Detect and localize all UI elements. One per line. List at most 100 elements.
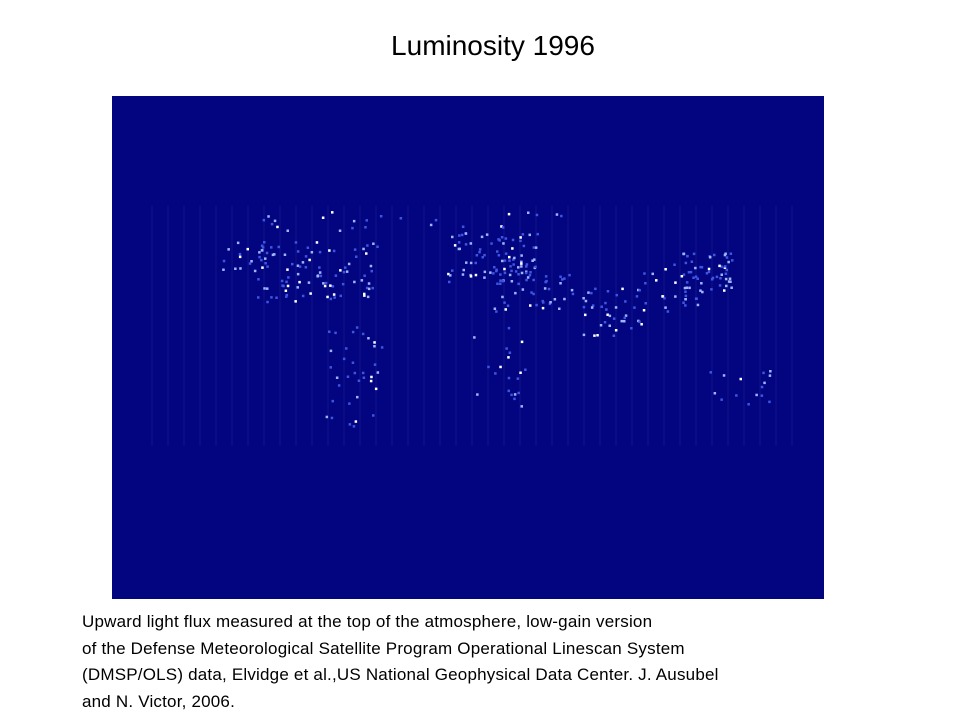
city-light	[344, 266, 347, 269]
city-light	[690, 260, 694, 263]
city-light	[535, 213, 539, 217]
city-light	[682, 252, 686, 256]
city-light	[361, 332, 365, 336]
city-light	[514, 291, 517, 295]
city-light	[530, 291, 533, 294]
city-light	[286, 229, 289, 232]
caption-line: and N. Victor, 2006.	[82, 691, 236, 711]
city-light	[642, 309, 646, 312]
city-light	[319, 274, 323, 278]
city-light	[594, 287, 597, 291]
city-light	[608, 314, 612, 318]
city-light	[453, 244, 457, 247]
city-light	[694, 275, 698, 278]
city-light	[727, 260, 730, 264]
city-light	[582, 297, 585, 300]
city-light	[638, 289, 641, 292]
city-light	[535, 303, 538, 307]
city-light	[270, 222, 274, 226]
city-light	[363, 294, 366, 297]
city-light	[365, 252, 368, 255]
city-light	[763, 381, 766, 385]
city-light	[514, 270, 518, 273]
city-light	[498, 239, 501, 242]
city-light	[769, 370, 772, 373]
city-light	[499, 273, 502, 276]
city-light	[360, 279, 364, 282]
city-light	[747, 403, 750, 406]
city-light	[560, 214, 563, 218]
city-light	[458, 234, 461, 237]
city-light	[351, 361, 355, 364]
city-light	[584, 313, 587, 317]
city-light	[376, 371, 380, 374]
city-light	[739, 377, 742, 381]
city-light	[296, 272, 300, 276]
city-light	[264, 257, 267, 260]
city-light	[291, 262, 294, 266]
city-light	[239, 267, 242, 270]
city-light	[301, 294, 305, 298]
city-light	[501, 295, 504, 299]
city-light	[265, 251, 269, 255]
city-light	[277, 245, 280, 249]
city-light	[673, 263, 676, 266]
city-light	[519, 371, 522, 374]
city-light	[762, 371, 765, 375]
city-light	[310, 251, 314, 254]
city-light	[707, 267, 711, 271]
city-light	[253, 269, 257, 273]
city-light	[448, 280, 451, 284]
city-light	[699, 289, 702, 292]
city-light	[719, 277, 722, 280]
city-light	[324, 281, 328, 285]
city-light	[582, 305, 586, 309]
city-light	[353, 248, 357, 251]
city-light	[399, 217, 403, 220]
caption-line: of the Defense Meteorological Satellite …	[82, 638, 685, 658]
city-light	[499, 282, 502, 285]
city-light	[371, 286, 374, 290]
city-light	[529, 271, 532, 274]
night-lights-map	[112, 96, 824, 599]
city-light	[510, 280, 514, 283]
city-light	[469, 242, 473, 245]
city-light	[331, 399, 334, 403]
city-light	[345, 270, 349, 273]
city-light	[509, 265, 512, 268]
city-light	[502, 242, 505, 245]
city-light	[694, 266, 697, 270]
city-light	[326, 295, 329, 299]
city-light	[501, 279, 505, 283]
city-light	[571, 292, 575, 296]
city-light	[664, 268, 667, 271]
city-light	[357, 379, 361, 382]
city-light	[260, 244, 264, 247]
city-light	[596, 334, 599, 337]
city-light	[352, 219, 356, 223]
city-light	[483, 276, 486, 279]
city-light	[529, 304, 532, 307]
city-light	[633, 306, 636, 309]
city-light	[462, 268, 465, 272]
city-light	[283, 253, 287, 256]
city-light	[663, 297, 666, 300]
city-light	[497, 254, 501, 257]
city-light	[760, 394, 764, 397]
city-light	[461, 225, 465, 228]
city-light	[480, 235, 484, 239]
city-light	[688, 286, 691, 290]
city-light	[263, 287, 266, 290]
city-light	[724, 265, 727, 268]
city-light	[234, 267, 237, 270]
city-light	[710, 288, 713, 291]
city-light	[346, 375, 350, 378]
city-light	[364, 226, 367, 229]
city-light	[685, 281, 689, 284]
city-light	[623, 320, 626, 323]
city-light	[500, 236, 504, 239]
city-light	[323, 284, 327, 288]
city-light	[532, 292, 535, 296]
city-light	[555, 213, 559, 216]
